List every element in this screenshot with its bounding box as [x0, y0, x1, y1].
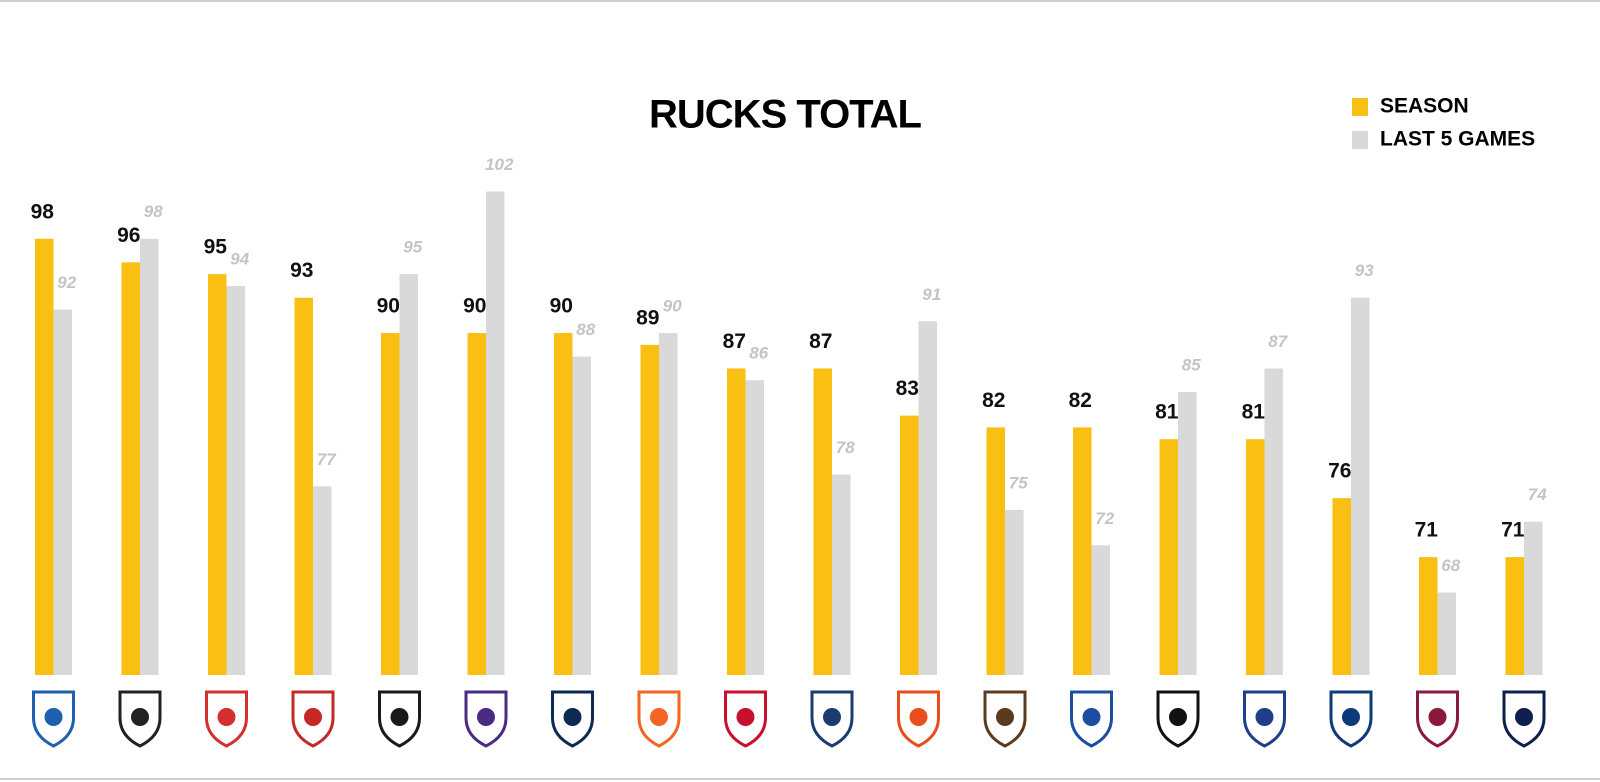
value-label: 81: [1242, 401, 1266, 424]
chart-title: RUCKS TOTAL: [649, 93, 922, 137]
value-label: 82: [1069, 389, 1092, 412]
team-logo-mark: [217, 708, 236, 726]
team-logo-mark: [996, 708, 1014, 726]
bar: [1159, 439, 1178, 675]
value-label: 77: [317, 450, 337, 469]
bar: [313, 486, 332, 675]
value-label: 71: [1415, 519, 1439, 542]
team-logo-mark: [304, 708, 322, 726]
bar: [226, 285, 245, 675]
value-label: 72: [1095, 509, 1114, 528]
value-label: 98: [144, 202, 163, 221]
team-logo-mark: [1169, 708, 1187, 726]
value-label: 90: [663, 297, 682, 316]
bar: [399, 274, 418, 675]
value-label: 91: [922, 285, 941, 304]
bar: [659, 333, 678, 675]
bar: [918, 321, 937, 675]
bar: [1073, 427, 1092, 675]
value-label: 94: [230, 249, 249, 268]
value-label: 87: [809, 330, 832, 353]
team-logo-mark: [44, 708, 63, 726]
bar: [640, 344, 659, 675]
bar: [1524, 521, 1543, 675]
bar: [986, 427, 1005, 675]
bar: [813, 368, 832, 675]
team-logo-mark: [1255, 708, 1274, 726]
bar: [1351, 297, 1370, 675]
value-label: 93: [1355, 261, 1374, 280]
bar: [486, 191, 505, 675]
value-label: 95: [403, 238, 422, 257]
team-logo-mark: [477, 708, 495, 726]
bar: [1505, 557, 1524, 675]
team-logo-mark: [1082, 708, 1101, 726]
legend-label: LAST 5 GAMES: [1380, 128, 1535, 151]
bar: [381, 333, 400, 675]
bar: [572, 356, 591, 675]
value-label: 68: [1441, 556, 1460, 575]
bar: [745, 380, 764, 675]
value-label: 81: [1155, 401, 1179, 424]
value-label: 96: [117, 224, 140, 247]
bar: [1005, 509, 1024, 675]
team-logo-mark: [650, 708, 668, 726]
value-label: 90: [463, 295, 486, 318]
bar: [1437, 592, 1456, 675]
bar: [53, 309, 72, 675]
value-label: 89: [636, 306, 659, 329]
bar: [900, 415, 919, 675]
value-label: 93: [290, 259, 313, 282]
value-label: 102: [485, 155, 514, 174]
value-label: 92: [57, 273, 76, 292]
bar: [554, 333, 573, 675]
team-logo-mark: [736, 708, 755, 726]
value-label: 86: [749, 344, 768, 363]
value-label: 78: [836, 438, 855, 457]
team-logo-mark: [390, 708, 409, 726]
bar: [832, 474, 851, 675]
legend-swatch: [1352, 131, 1368, 149]
team-logo-mark: [1342, 708, 1360, 726]
bar: [1419, 557, 1438, 675]
legend-swatch: [1352, 98, 1368, 116]
team-logo-mark: [563, 708, 582, 726]
legend-label: SEASON: [1380, 95, 1469, 118]
value-label: 83: [896, 377, 919, 400]
bar: [121, 262, 140, 675]
value-label: 85: [1182, 356, 1201, 375]
bar: [1178, 392, 1197, 675]
value-label: 75: [1009, 473, 1028, 492]
value-label: 88: [576, 320, 595, 339]
bar: [1332, 498, 1351, 675]
bar: [35, 238, 54, 675]
value-label: 76: [1328, 460, 1351, 483]
bar: [467, 333, 486, 675]
value-label: 87: [1268, 332, 1288, 351]
bar: [1264, 368, 1283, 675]
value-label: 95: [204, 236, 228, 259]
value-label: 82: [982, 389, 1005, 412]
team-logo-mark: [909, 708, 928, 726]
value-label: 98: [31, 200, 55, 223]
value-label: 90: [377, 295, 400, 318]
bar: [294, 297, 313, 675]
team-logo-mark: [131, 708, 149, 726]
bar: [140, 238, 159, 675]
bar: [1246, 439, 1265, 675]
value-label: 71: [1501, 519, 1525, 542]
bar: [1091, 545, 1110, 675]
bar: [208, 274, 227, 675]
value-label: 74: [1528, 485, 1547, 504]
value-label: 87: [723, 330, 746, 353]
team-logo-mark: [1428, 708, 1447, 726]
team-logo-mark: [1515, 708, 1533, 726]
team-logo-mark: [823, 708, 841, 726]
value-label: 90: [550, 295, 573, 318]
bar: [727, 368, 746, 675]
